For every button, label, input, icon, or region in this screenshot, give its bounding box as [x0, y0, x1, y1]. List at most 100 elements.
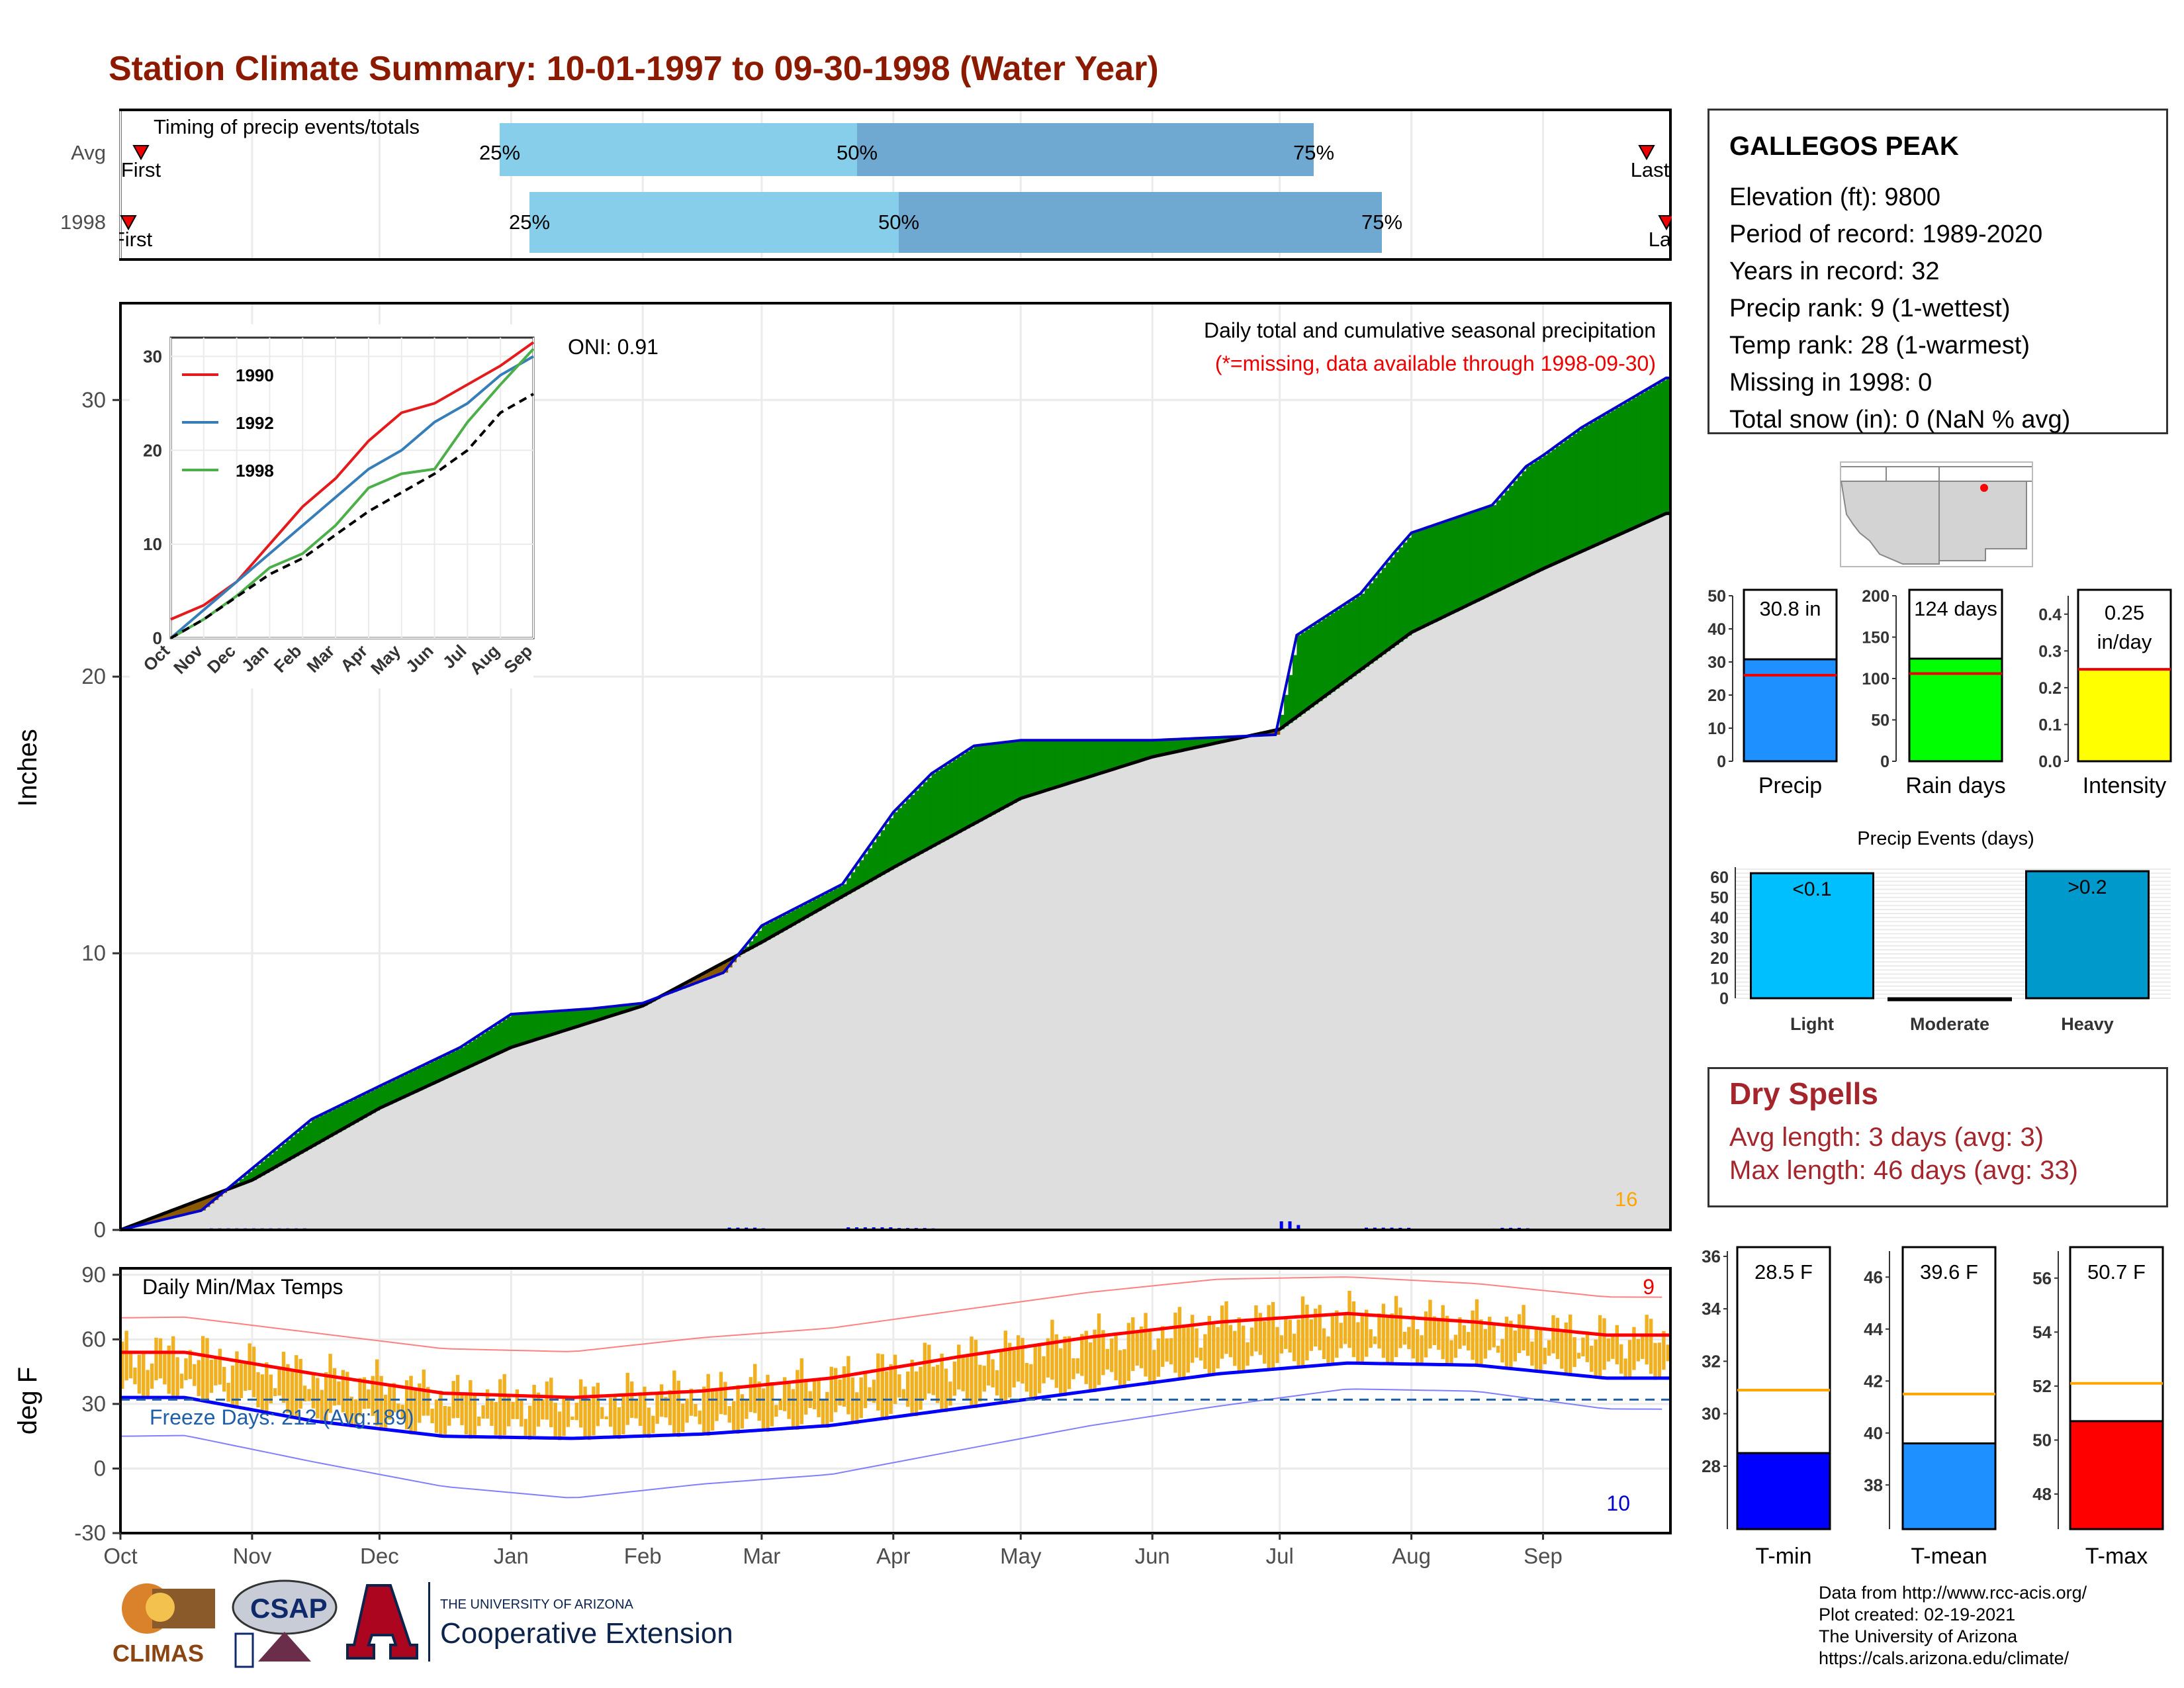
cumulative-diff	[715, 967, 720, 976]
daily-temp-range	[1126, 1323, 1131, 1382]
cumulative-diff	[914, 790, 919, 857]
cumulative-diff	[1369, 583, 1374, 664]
cumulative-diff	[422, 1065, 427, 1089]
cumulative-diff	[1330, 613, 1336, 692]
cumulative-diff	[1627, 400, 1633, 531]
daily-temp-range	[1381, 1303, 1386, 1358]
daily-temp-range	[1347, 1290, 1351, 1348]
daily-temp-range	[1513, 1330, 1517, 1362]
cumulative-diff	[868, 848, 873, 882]
precip-subheader: (*=missing, data available through 1998-…	[1215, 352, 1656, 375]
temp-summary-ytick: 50	[2032, 1430, 2052, 1450]
cumulative-diff	[986, 744, 991, 817]
inset-ytick: 10	[143, 534, 162, 554]
cumulative-diff	[277, 1147, 283, 1166]
daily-temp-range	[1139, 1326, 1144, 1368]
cumulative-diff	[1471, 512, 1476, 604]
cumulative-diff	[1424, 528, 1429, 627]
events-ytick: 60	[1710, 868, 1729, 887]
daily-temp-range	[328, 1354, 332, 1413]
daily-temp-range	[515, 1389, 520, 1419]
daily-temp-range	[1509, 1321, 1513, 1369]
station-elevation: Elevation (ft): 9800	[1729, 183, 1940, 211]
daily-temp-range	[1641, 1336, 1645, 1359]
temp-summary-ytick: 52	[2032, 1376, 2052, 1396]
daily-precip-bar	[1297, 1225, 1300, 1230]
cumulative-diff	[889, 818, 894, 870]
summary-ytick: 0.2	[2038, 679, 2062, 698]
temp-summary-value: 39.6 F	[1920, 1260, 1978, 1284]
daily-temp-range	[1207, 1315, 1212, 1376]
daily-temp-range	[133, 1367, 137, 1385]
cumulative-diff	[1475, 510, 1480, 602]
daily-temp-range	[549, 1378, 553, 1427]
cumulative-diff	[460, 1047, 465, 1071]
daily-temp-range	[1271, 1301, 1275, 1371]
daily-temp-range	[1203, 1334, 1207, 1370]
cumulative-diff	[935, 771, 940, 845]
cumulative-diff	[1093, 740, 1098, 776]
summary-value: 124 days	[1914, 597, 1997, 620]
cumulative-diff	[286, 1140, 291, 1161]
cumulative-diff	[281, 1143, 287, 1164]
cumulative-diff	[1275, 729, 1281, 735]
daily-temp-range	[1479, 1319, 1483, 1366]
daily-temp-range	[286, 1364, 290, 1413]
daily-temp-range	[1623, 1358, 1627, 1380]
events-ytick: 10	[1710, 970, 1729, 988]
cumulative-diff	[353, 1098, 359, 1123]
cumulative-diff	[617, 1006, 622, 1014]
daily-temp-range	[367, 1389, 371, 1409]
cumulative-diff	[855, 866, 860, 890]
cumulative-diff	[536, 1012, 541, 1040]
daily-temp-range	[1054, 1334, 1059, 1388]
cumulative-diff	[1114, 740, 1119, 769]
temp-summary-ytick: 32	[1702, 1351, 1721, 1371]
month-tick-label: Apr	[876, 1544, 910, 1568]
daily-temp-range	[1263, 1321, 1267, 1364]
daily-temp-range	[766, 1374, 770, 1432]
summary-ytick: 10	[1707, 720, 1726, 738]
daily-temp-range	[804, 1379, 808, 1415]
cumulative-diff	[1203, 737, 1208, 746]
daily-temp-range	[940, 1353, 944, 1411]
daily-temp-range	[1093, 1329, 1097, 1393]
cumulative-diff	[1590, 422, 1595, 548]
cumulative-diff	[1054, 740, 1060, 788]
temp-ytick: 0	[94, 1456, 106, 1480]
daily-temp-range	[1492, 1323, 1496, 1348]
cumulative-diff	[1021, 740, 1026, 799]
daily-temp-range	[1619, 1344, 1623, 1374]
cumulative-diff	[1186, 738, 1191, 750]
csap-text: CSAP	[250, 1593, 328, 1624]
daily-temp-range	[201, 1336, 205, 1403]
daily-temp-range	[494, 1402, 498, 1435]
daily-temp-range	[1602, 1318, 1606, 1370]
daily-temp-range	[469, 1380, 473, 1439]
daily-temp-range	[1012, 1350, 1016, 1388]
year-cumulative-line	[120, 376, 1670, 1231]
daily-temp-range	[1003, 1331, 1008, 1405]
daily-temp-range	[409, 1376, 413, 1434]
cumulative-diff	[520, 1013, 525, 1045]
daily-temp-range	[944, 1368, 948, 1413]
cumulative-diff	[1050, 740, 1056, 789]
daily-temp-range	[647, 1407, 651, 1438]
daily-temp-range	[1224, 1301, 1228, 1354]
cumulative-diff	[1088, 740, 1093, 777]
station-missing: Missing in 1998: 0	[1729, 369, 1933, 397]
daily-temp-range	[1428, 1299, 1432, 1349]
daily-temp-range	[957, 1344, 961, 1390]
cumulative-diff	[1339, 607, 1344, 686]
cumulative-diff	[1420, 530, 1425, 629]
temp-bars-chart: 28 30 32 34 36 28.5 F T-min 38 40 42 44 46 39.6 F T-m…	[1702, 1246, 2164, 1569]
cumulative-diff	[175, 1209, 181, 1217]
inset-series-line	[170, 393, 534, 639]
daily-temp-range	[1369, 1329, 1373, 1348]
daily-temp-range	[991, 1359, 995, 1387]
timing-bar-late	[899, 192, 1382, 253]
cumulative-diff	[1428, 527, 1433, 624]
climas-logo: CLIMAS	[113, 1583, 215, 1667]
cumulative-diff	[931, 773, 936, 847]
daily-temp-range	[1488, 1317, 1492, 1350]
